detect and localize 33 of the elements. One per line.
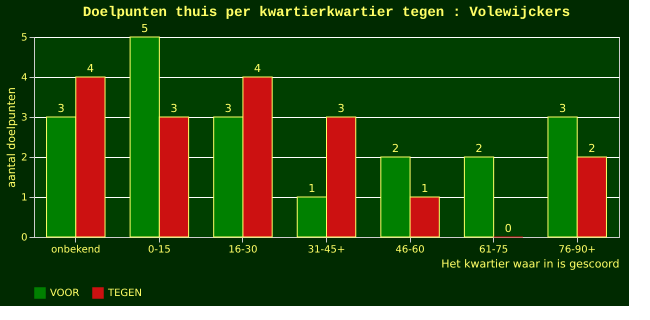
x-tick-label: onbekend bbox=[51, 244, 100, 256]
data-label: 3 bbox=[559, 102, 566, 115]
y-tick-label: 0 bbox=[21, 232, 28, 244]
data-label: 1 bbox=[421, 182, 428, 195]
x-tick-label: 0-15 bbox=[148, 244, 171, 256]
data-label: 3 bbox=[58, 102, 65, 115]
x-tick-label: 16-30 bbox=[228, 244, 258, 256]
bar bbox=[464, 156, 494, 238]
data-label: 3 bbox=[224, 102, 232, 115]
data-label: 5 bbox=[141, 22, 148, 35]
data-label: 4 bbox=[254, 62, 262, 75]
x-tick-label: 76-90+ bbox=[558, 244, 596, 256]
legend-label: TEGEN bbox=[107, 288, 142, 299]
x-tick-label: 31-45+ bbox=[308, 244, 346, 256]
data-label: 2 bbox=[392, 142, 399, 155]
data-label: 3 bbox=[338, 102, 345, 115]
data-label: 2 bbox=[476, 142, 483, 155]
data-label: 3 bbox=[170, 102, 178, 115]
data-label: 0 bbox=[504, 222, 512, 235]
chart-title: Doelpunten thuis per kwartierkwartier tegen : Volewijckers bbox=[82, 5, 570, 21]
data-label: 1 bbox=[308, 182, 316, 195]
y-tick-label: 4 bbox=[21, 72, 28, 84]
data-label: 4 bbox=[86, 62, 94, 75]
y-axis-title: aantal doelpunten bbox=[5, 87, 18, 188]
y-tick-label: 2 bbox=[21, 152, 28, 164]
y-tick-label: 1 bbox=[21, 192, 28, 204]
x-tick-label: 61-75 bbox=[479, 244, 508, 256]
x-tick-label: 46-60 bbox=[396, 244, 425, 256]
data-label: 2 bbox=[588, 142, 596, 155]
x-axis-title: Het kwartier waar in is gescoord bbox=[441, 258, 620, 270]
legend-label: VOOR bbox=[50, 288, 80, 299]
y-tick-label: 3 bbox=[21, 112, 28, 124]
y-tick-label: 5 bbox=[21, 32, 28, 44]
